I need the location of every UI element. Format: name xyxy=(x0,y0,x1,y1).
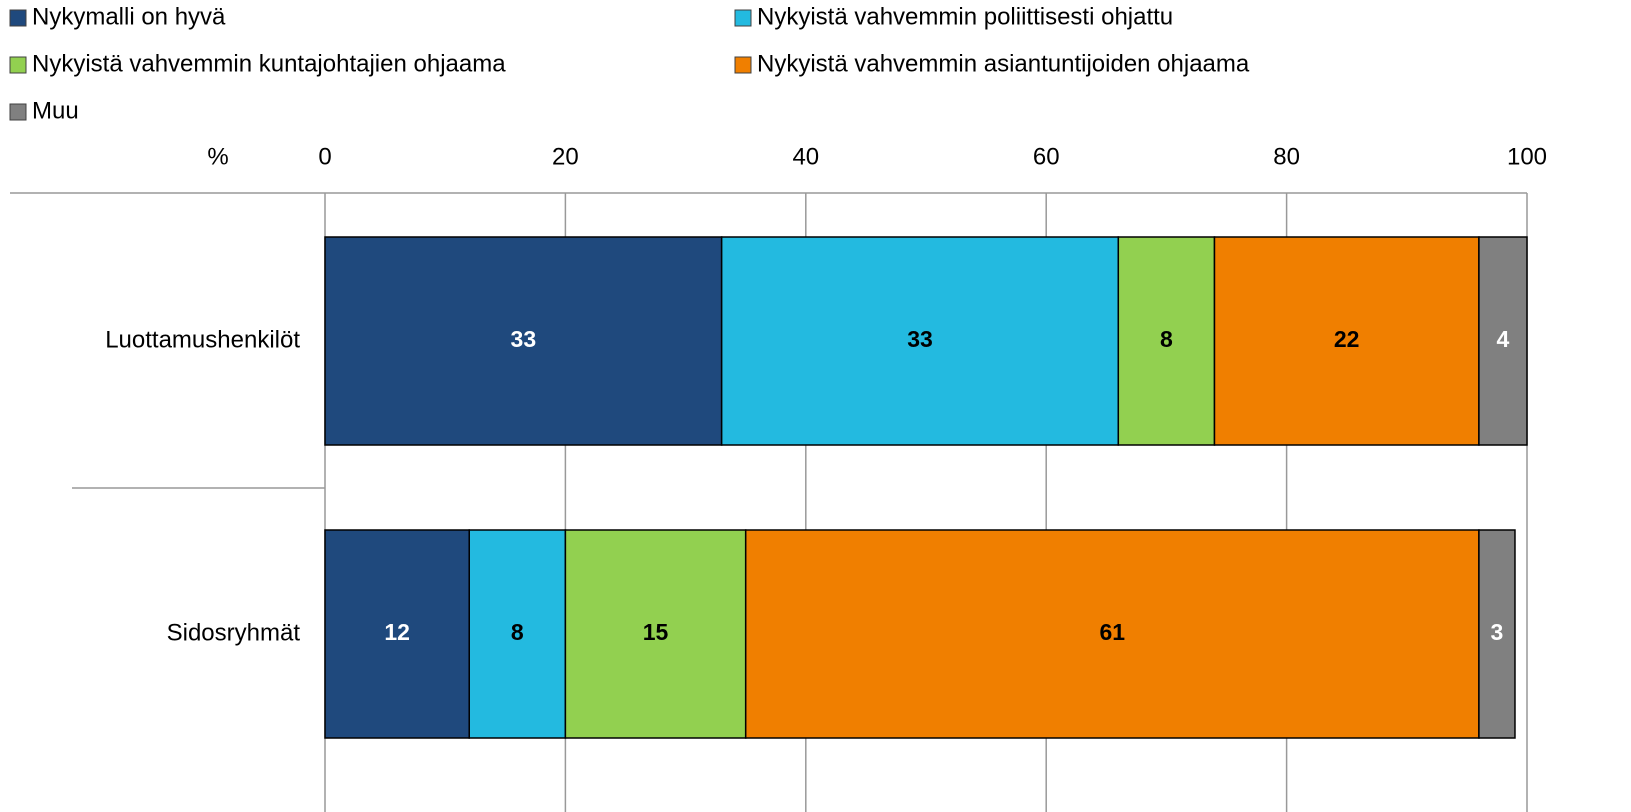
data-label: 3 xyxy=(1491,619,1504,645)
bar-segment xyxy=(744,529,1480,739)
bar-segment xyxy=(324,236,723,446)
legend-label: Nykyistä vahvemmin poliittisesti ohjattu xyxy=(757,3,1173,30)
data-label: 15 xyxy=(643,619,669,645)
data-label: 22 xyxy=(1334,326,1360,352)
legend-label: Muu xyxy=(32,97,79,124)
data-label: 8 xyxy=(511,619,524,645)
x-tick-label: 80 xyxy=(1273,143,1300,170)
bar-segment xyxy=(1117,236,1216,446)
data-label: 8 xyxy=(1160,326,1173,352)
x-tick-label: 100 xyxy=(1507,143,1547,170)
x-tick-label: 60 xyxy=(1033,143,1060,170)
data-label: 4 xyxy=(1497,326,1510,352)
x-tick-label: 0 xyxy=(318,143,331,170)
legend-swatch xyxy=(9,103,27,121)
bar-segment xyxy=(720,236,1120,446)
legend-label: Nykyistä vahvemmin asiantuntijoiden ohja… xyxy=(757,50,1250,77)
bar-segment xyxy=(1478,529,1516,739)
legend-swatch xyxy=(9,9,27,27)
bar-segment xyxy=(1478,236,1528,446)
x-axis-label: % xyxy=(207,143,228,170)
legend-label: Nykyistä vahvemmin kuntajohtajien ohjaam… xyxy=(32,50,506,77)
data-label: 33 xyxy=(511,326,537,352)
legend-swatch xyxy=(734,56,752,74)
y-tick-label: Luottamushenkilöt xyxy=(105,326,300,353)
x-tick-label: 40 xyxy=(792,143,819,170)
legend-label: Nykymalli on hyvä xyxy=(32,3,226,30)
y-tick-label: Sidosryhmät xyxy=(167,619,301,646)
x-tick-label: 20 xyxy=(552,143,579,170)
legend-swatch xyxy=(734,9,752,27)
bar-segment xyxy=(324,529,470,739)
data-label: 12 xyxy=(384,619,410,645)
legend-swatch xyxy=(9,56,27,74)
data-label: 61 xyxy=(1100,619,1126,645)
data-label: 33 xyxy=(907,326,933,352)
bar-segment xyxy=(564,529,747,739)
bar-segment xyxy=(468,529,567,739)
